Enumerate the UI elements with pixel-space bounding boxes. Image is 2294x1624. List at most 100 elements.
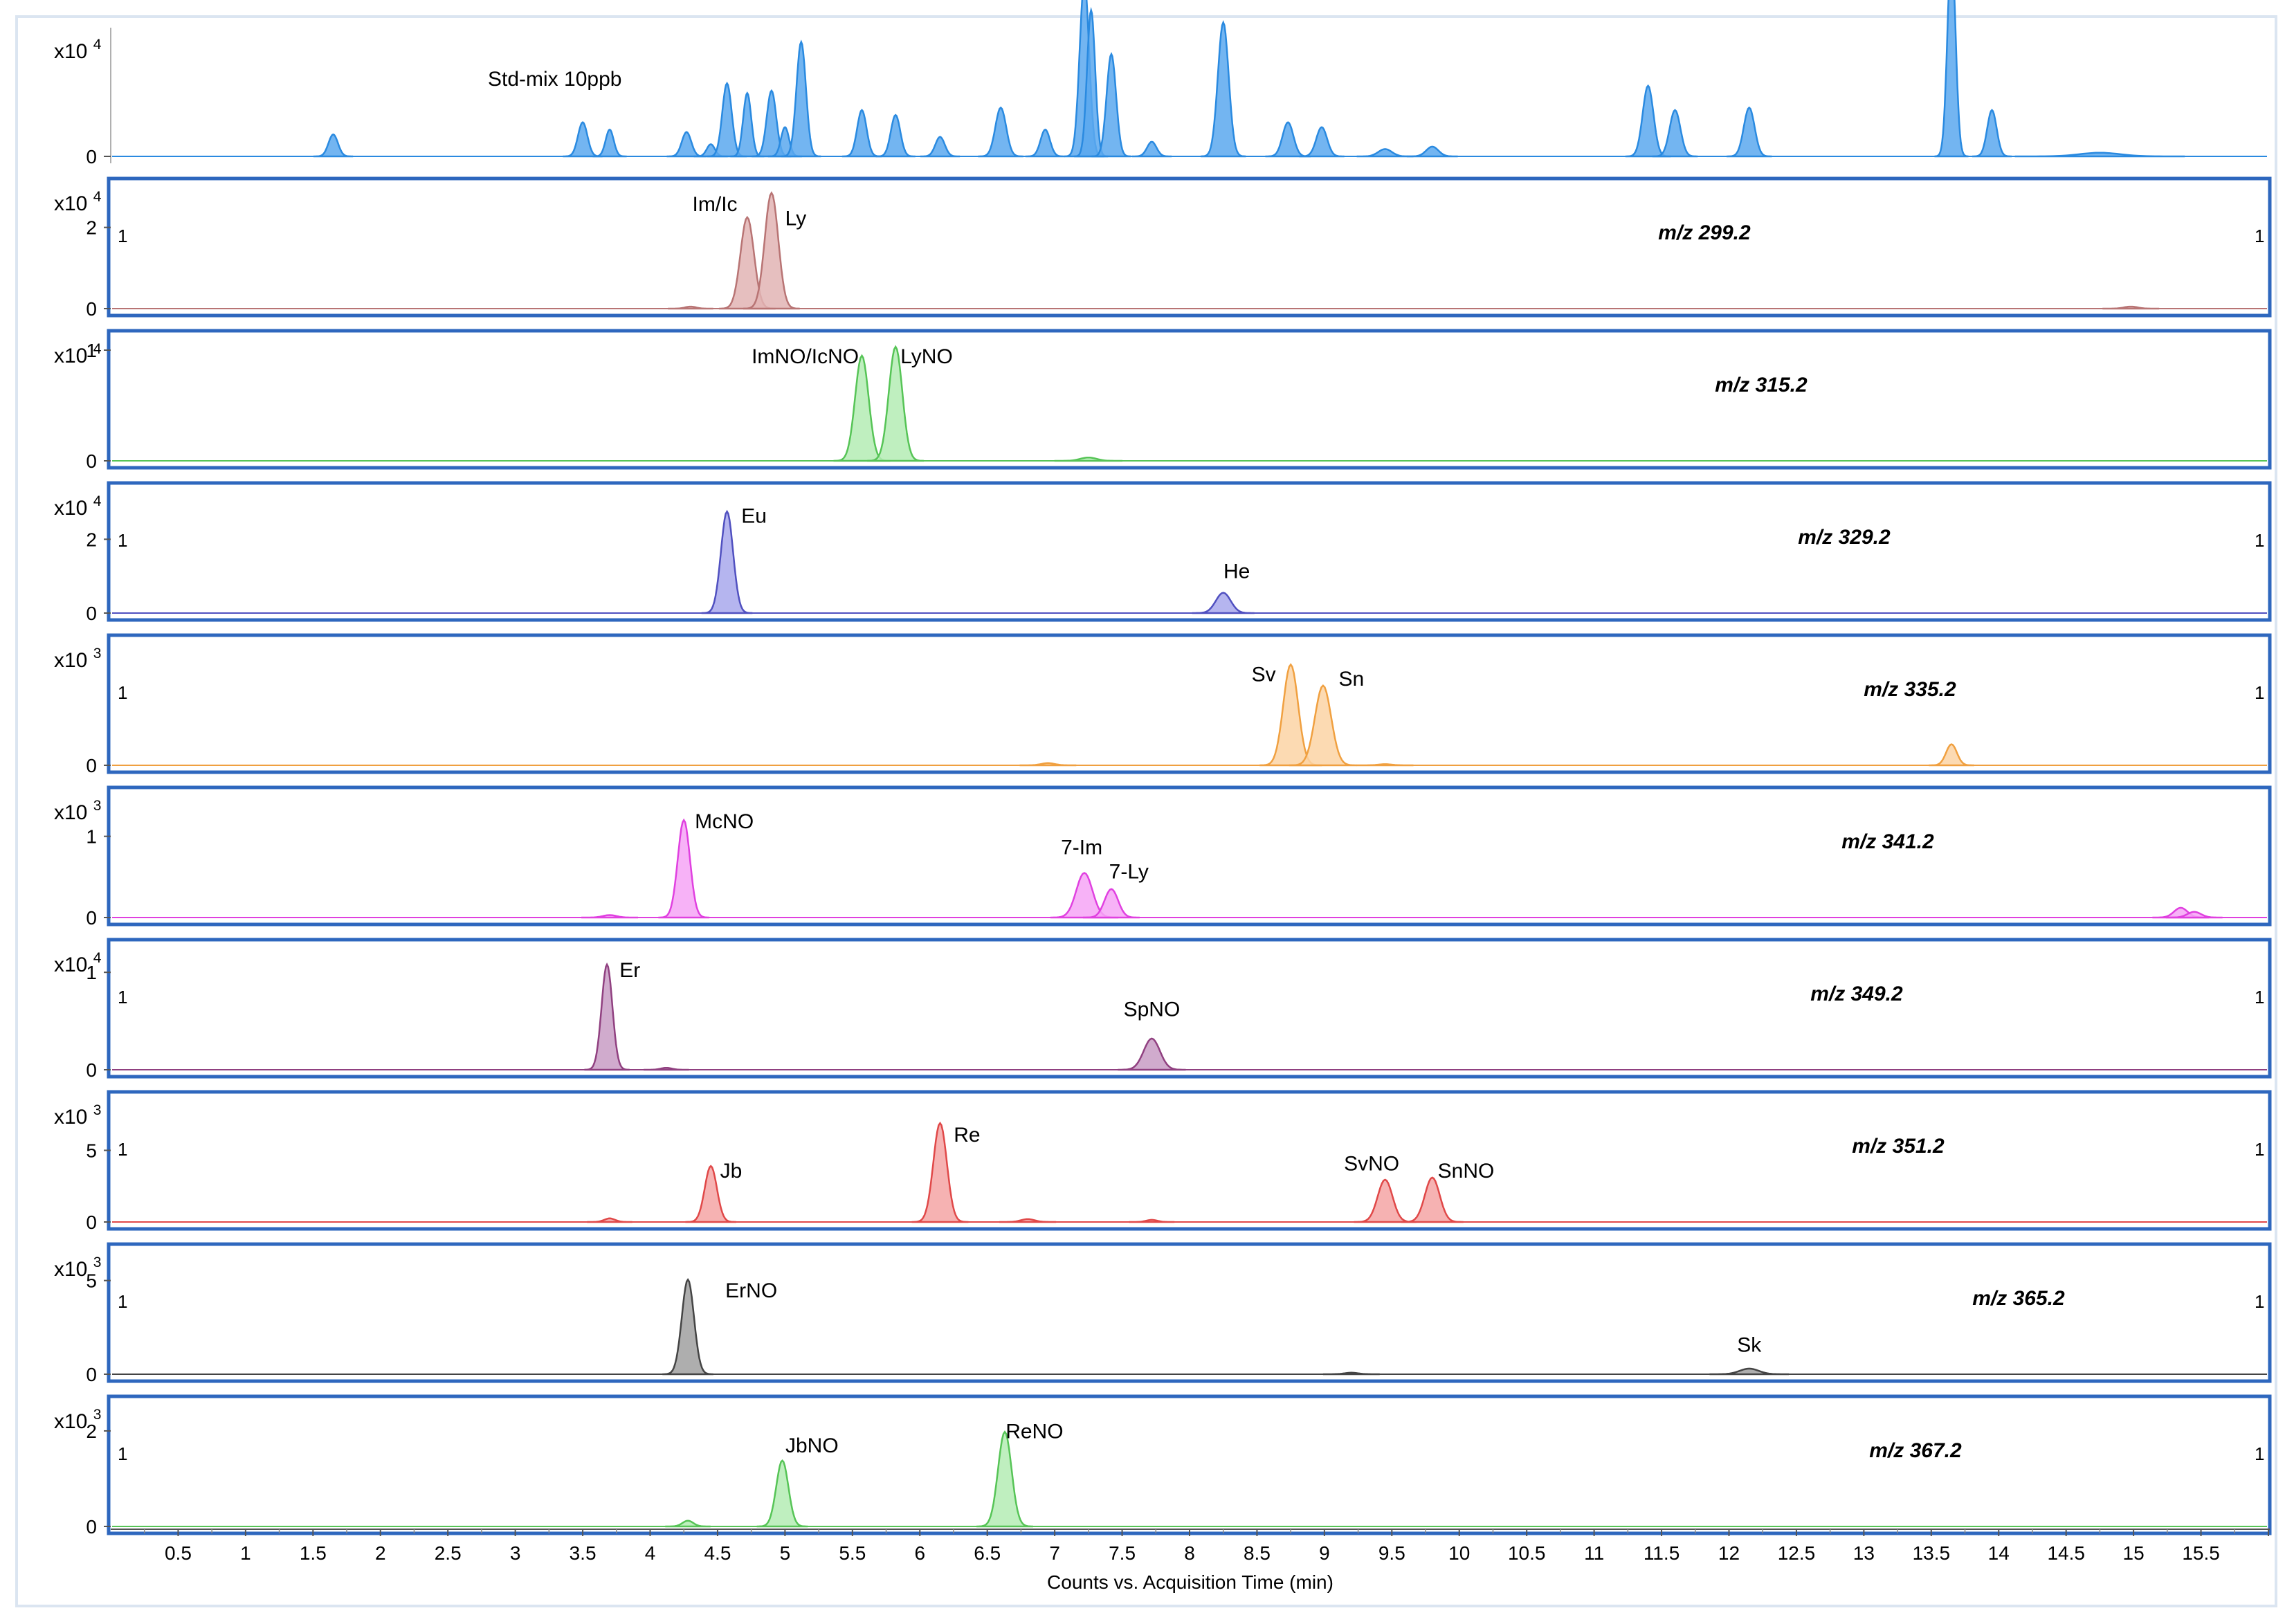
mz-label: m/z 329.2 <box>1798 526 1891 549</box>
x-tick-label: 1 <box>240 1542 251 1564</box>
compound-label: 7-Ly <box>1109 861 1149 884</box>
y-exponent: 4 <box>93 950 102 966</box>
peak <box>911 1121 969 1223</box>
y-tick-label: 0 <box>86 298 97 320</box>
peak <box>587 1217 632 1223</box>
panel-5: x10 3 0 1 1 m/z 335.2 Sv Sn <box>54 633 2272 776</box>
x-tick-label: 14 <box>1988 1542 2010 1564</box>
peak <box>658 818 710 919</box>
peak <box>1289 684 1357 767</box>
mz-label: m/z 365.2 <box>1972 1287 2065 1310</box>
peak <box>313 133 354 158</box>
peak <box>756 1459 808 1528</box>
y-exponent: 4 <box>93 341 102 357</box>
peak <box>668 305 713 310</box>
y-exponent: 3 <box>93 798 102 814</box>
peak <box>841 109 882 158</box>
peak <box>1131 140 1172 158</box>
peak <box>976 1430 1033 1528</box>
mz-label: m/z 341.2 <box>1841 830 1934 853</box>
peak <box>875 113 916 158</box>
compound-label: Re <box>954 1124 980 1147</box>
peak <box>2165 911 2223 919</box>
x-tick-label: 5 <box>780 1542 791 1564</box>
y-exponent: 3 <box>93 1255 102 1270</box>
x-tick-label: 8.5 <box>1244 1542 1271 1564</box>
x-tick-label: 12 <box>1718 1542 1740 1564</box>
peak <box>1192 592 1255 614</box>
peak <box>1054 456 1122 462</box>
x-tick-label: 3.5 <box>570 1542 597 1564</box>
x-tick-label: 12.5 <box>1778 1542 1816 1564</box>
panel-border <box>107 785 2272 927</box>
x-tick-label: 14.5 <box>2047 1542 2085 1564</box>
y-tick-label: 1 <box>86 340 97 361</box>
panel-border <box>107 176 2272 318</box>
peak <box>781 39 821 158</box>
y-exponent: 4 <box>93 189 102 205</box>
marker-right: 1 <box>2255 1139 2264 1160</box>
mz-label: m/z 315.2 <box>1715 374 1808 396</box>
y-tick-label: 0 <box>86 146 97 167</box>
marker-right: 1 <box>2255 530 2264 551</box>
peak <box>1025 128 1066 158</box>
x-tick-label: 8 <box>1184 1542 1195 1564</box>
mz-label: m/z 299.2 <box>1658 221 1751 244</box>
peak <box>743 191 800 310</box>
y-tick-label: 0 <box>86 1364 97 1385</box>
y-tick-label: 1 <box>86 826 97 848</box>
x-tick-label: 15 <box>2123 1542 2145 1564</box>
y-tick-label: 2 <box>86 217 97 239</box>
peak <box>662 1277 713 1376</box>
y-tick-label: 0 <box>86 1212 97 1233</box>
peak <box>563 121 603 158</box>
peak <box>701 509 753 614</box>
peak <box>920 136 961 158</box>
y-exponent-label: x10 4 <box>54 37 102 63</box>
marker-right: 1 <box>2255 987 2264 1007</box>
y-exponent-label: x10 3 <box>54 798 101 824</box>
y-tick-label: 0 <box>86 1516 97 1538</box>
peak <box>999 1218 1057 1223</box>
x-tick-label: 5.5 <box>839 1542 866 1564</box>
peak <box>1091 52 1131 158</box>
x-tick-label: 11 <box>1584 1542 1604 1564</box>
peak <box>1709 1367 1789 1376</box>
panel-9: x10 35 0 1 1 m/z 365.2 ErNO Sk <box>54 1242 2272 1385</box>
compound-label: LyNO <box>900 345 953 368</box>
x-tick-label: 10.5 <box>1508 1542 1546 1564</box>
peak <box>1129 1219 1175 1223</box>
y-tick-label: 5 <box>86 1140 97 1161</box>
y-tick-label: 2 <box>86 1421 97 1442</box>
mz-label: m/z 351.2 <box>1852 1135 1945 1158</box>
panel-8: x10 3 5 0 1 1 m/z 351.2 Jb Re SvNO SnNO <box>54 1090 2272 1233</box>
panel-border <box>107 1394 2272 1535</box>
marker-right: 1 <box>2255 1443 2264 1464</box>
x-tick-label: 9 <box>1319 1542 1330 1564</box>
y-tick-label: 0 <box>86 450 97 472</box>
y-exponent: 4 <box>93 493 102 509</box>
y-exponent: 4 <box>93 37 102 53</box>
y-tick-label: 1 <box>86 962 97 983</box>
peak <box>1934 0 1969 158</box>
marker-right: 1 <box>2255 1291 2264 1312</box>
y-tick-label: 0 <box>86 755 97 776</box>
y-exponent: 3 <box>93 646 102 662</box>
peak <box>592 128 627 158</box>
mz-label: m/z 367.2 <box>1869 1439 1962 1462</box>
x-tick-label: 6.5 <box>974 1542 1001 1564</box>
compound-label: Er <box>619 959 640 982</box>
peak <box>666 131 707 158</box>
peak <box>685 1165 736 1223</box>
panel-6: x10 31 0 m/z 341.2 McNO 7-Im 7-Ly <box>54 785 2272 929</box>
peak <box>644 1066 689 1071</box>
peak <box>1972 109 2012 158</box>
x-tick-label: 0.5 <box>165 1542 192 1564</box>
compound-label: Sn <box>1338 668 1364 691</box>
peak <box>1929 743 1974 767</box>
compound-label: 7-Im <box>1061 836 1102 859</box>
mz-label: m/z 349.2 <box>1810 983 1903 1005</box>
marker-left: 1 <box>118 682 127 703</box>
